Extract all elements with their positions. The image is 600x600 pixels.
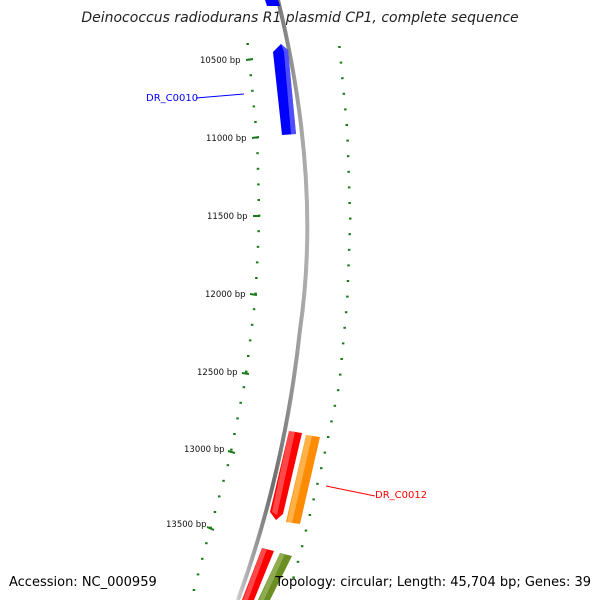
gene-feature-olive[interactable] (258, 553, 292, 600)
ruler-label: 10500 bp (200, 56, 241, 66)
ruler-tick (241, 372, 250, 375)
gene-feature[interactable] (265, 0, 280, 6)
gene-DR_C0012[interactable] (270, 431, 302, 520)
ruler-tick (206, 526, 215, 531)
gene-label-connector (195, 93, 245, 99)
ruler-major-ticks (206, 58, 260, 531)
gene-feature-red[interactable] (242, 548, 274, 600)
ruler-label: 12500 bp (197, 368, 238, 378)
ruler-label: 12000 bp (205, 290, 246, 300)
accession-text: Accession: NC_000959 (9, 575, 157, 590)
ruler-label: 13500 bp (166, 520, 207, 530)
ruler-tick (251, 136, 260, 139)
ruler-label: 11500 bp (207, 212, 248, 222)
gene-label-DR_C0010[interactable]: DR_C0010 (146, 93, 198, 104)
ruler-tick (245, 58, 254, 61)
map-title: Deinococcus radiodurans R1 plasmid CP1, … (81, 10, 519, 26)
summary-text: Topology: circular; Length: 45,704 bp; G… (275, 575, 591, 590)
inner-ruler (192, 43, 261, 591)
outer-ruler (292, 46, 352, 579)
ruler-label: 11000 bp (206, 134, 247, 144)
gene-label-DR_C0012[interactable]: DR_C0012 (375, 490, 427, 501)
plasmid-backbone (236, 0, 310, 600)
ruler-label: 13000 bp (184, 445, 225, 455)
ruler-tick (249, 293, 258, 296)
gene-feature-orange[interactable] (286, 435, 320, 524)
gene-DR_C0010[interactable] (273, 44, 296, 135)
ruler-tick (227, 450, 236, 454)
gene-label-connector (325, 485, 376, 497)
